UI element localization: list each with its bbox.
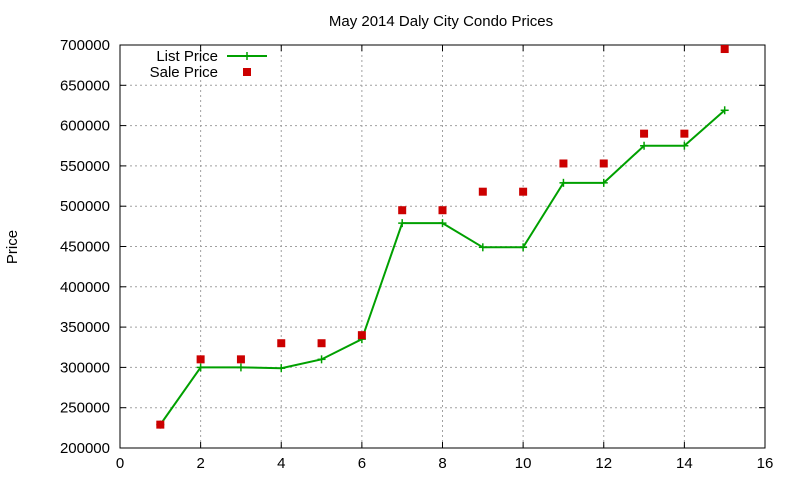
x-tick-label: 12 [595, 455, 612, 472]
series-sale-price [156, 45, 729, 429]
x-tick-label: 14 [676, 455, 693, 472]
list-price-marker [478, 243, 487, 252]
y-tick-label: 650000 [60, 77, 110, 94]
y-tick-label: 700000 [60, 37, 110, 54]
y-axis-label: Price [4, 230, 21, 264]
sale-price-point [680, 129, 689, 138]
x-tick-label: 16 [757, 455, 774, 472]
sale-price-point [156, 420, 165, 429]
list-price-marker [196, 363, 205, 372]
tick-labels: 0 2 4 6 8 10 12 14 16 200000 250000 300000 350000 400… [60, 37, 773, 472]
series-list-price [156, 106, 729, 429]
y-tick-label: 200000 [60, 440, 110, 457]
y-tick-label: 400000 [60, 279, 110, 296]
list-price-marker [317, 355, 326, 364]
y-tick-label: 300000 [60, 359, 110, 376]
sale-price-point [277, 339, 286, 348]
sale-price-point [519, 187, 528, 196]
list-price-marker [438, 219, 447, 228]
grid [120, 45, 765, 448]
y-tick-label: 500000 [60, 198, 110, 215]
x-tick-label: 8 [438, 455, 446, 472]
list-price-marker [277, 364, 286, 373]
sale-price-point [559, 159, 568, 168]
y-tick-label: 350000 [60, 319, 110, 336]
legend-marker-sale-price [243, 68, 251, 76]
list-price-line [159, 109, 726, 426]
list-price-marker [599, 178, 608, 187]
list-price-marker [680, 141, 689, 150]
legend-label-sale-price: Sale Price [150, 64, 218, 81]
list-price-marker [640, 141, 649, 150]
x-tick-label: 10 [515, 455, 532, 472]
plot-frame [119, 44, 766, 449]
sale-price-point [196, 355, 205, 364]
sale-price-point [357, 331, 366, 340]
y-tick-label: 250000 [60, 400, 110, 417]
sale-price-point [438, 206, 447, 215]
list-price-marker [720, 106, 729, 115]
sale-price-point [640, 129, 649, 138]
list-price-marker [398, 219, 407, 228]
y-tick-label: 450000 [60, 239, 110, 256]
sale-price-point [398, 206, 407, 215]
list-price-marker [236, 363, 245, 372]
sale-price-point [478, 187, 487, 196]
chart-title: May 2014 Daly City Condo Prices [329, 13, 553, 30]
x-tick-label: 2 [196, 455, 204, 472]
sale-price-point [599, 159, 608, 168]
list-price-marker [519, 243, 528, 252]
series [156, 45, 729, 429]
x-tick-label: 4 [277, 455, 285, 472]
y-tick-label: 550000 [60, 158, 110, 175]
sale-price-point [720, 45, 729, 54]
list-price-marker [559, 178, 568, 187]
sale-price-point [317, 339, 326, 348]
y-tick-label: 600000 [60, 118, 110, 135]
legend-marker-list-price [243, 52, 251, 60]
x-tick-label: 0 [116, 455, 124, 472]
x-tick-label: 6 [358, 455, 366, 472]
legend-label-list-price: List Price [156, 48, 218, 65]
sale-price-point [236, 355, 245, 364]
